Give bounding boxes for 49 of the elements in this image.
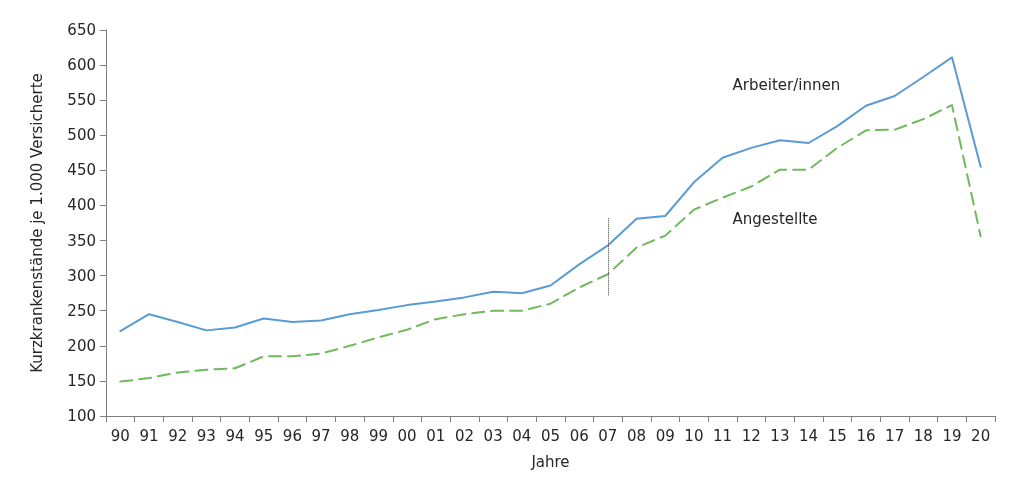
x-tick-label: 92 <box>168 426 188 445</box>
x-tick-label: 14 <box>799 426 819 445</box>
x-tick-label: 20 <box>971 426 991 445</box>
x-tick-label: 10 <box>684 426 704 445</box>
x-tick-label: 18 <box>913 426 933 445</box>
y-tick-label: 350 <box>67 231 96 250</box>
y-tick-label: 250 <box>67 301 96 320</box>
x-tick-label: 94 <box>225 426 245 445</box>
x-tick-label: 12 <box>741 426 761 445</box>
y-tick-label: 100 <box>67 407 96 425</box>
x-tick-label: 06 <box>569 426 589 445</box>
y-tick-label: 150 <box>67 371 96 390</box>
x-tick-label: 02 <box>454 426 475 445</box>
x-tick-label: 96 <box>282 426 302 445</box>
series-label: Arbeiter/innen <box>732 76 841 95</box>
x-tick-label: 98 <box>340 426 360 445</box>
y-tick-label: 650 <box>67 21 96 39</box>
y-tick-label: 500 <box>67 126 96 145</box>
x-tick-label: 99 <box>368 426 388 445</box>
x-tick-label: 19 <box>942 426 962 445</box>
x-tick-label: 91 <box>139 426 159 445</box>
x-tick-label: 15 <box>827 426 847 445</box>
x-tick-label: 93 <box>196 426 216 445</box>
x-tick-label: 01 <box>426 426 446 445</box>
line-series <box>119 56 982 333</box>
x-tick-label: 17 <box>885 426 905 445</box>
y-tick-label: 600 <box>67 56 96 75</box>
y-tick-label: 400 <box>67 196 96 215</box>
line-series <box>119 104 982 383</box>
x-tick-label: 13 <box>770 426 790 445</box>
x-tick-label: 95 <box>254 426 274 445</box>
x-tick-label: 00 <box>397 426 417 445</box>
y-axis-title: Kurzkrankenstände je 1.000 Versicherte <box>27 73 46 373</box>
y-tick-label: 300 <box>67 266 96 285</box>
x-tick-label: 07 <box>598 426 618 445</box>
x-tick-label: 03 <box>483 426 503 445</box>
x-tick-label: 97 <box>311 426 331 445</box>
y-tick-label: 450 <box>67 161 96 180</box>
y-tick-label: 200 <box>67 336 96 355</box>
x-tick-label: 90 <box>110 426 130 445</box>
x-tick-label: 08 <box>626 426 647 445</box>
x-axis-title: Jahre <box>530 452 570 471</box>
x-tick-label: 04 <box>512 426 532 445</box>
y-tick-label: 550 <box>67 91 96 110</box>
series-label: Angestellte <box>732 210 818 229</box>
x-tick-label: 05 <box>540 426 561 445</box>
x-tick-label: 11 <box>713 426 733 445</box>
x-tick-label: 16 <box>856 426 876 445</box>
x-tick-label: 09 <box>655 426 675 445</box>
